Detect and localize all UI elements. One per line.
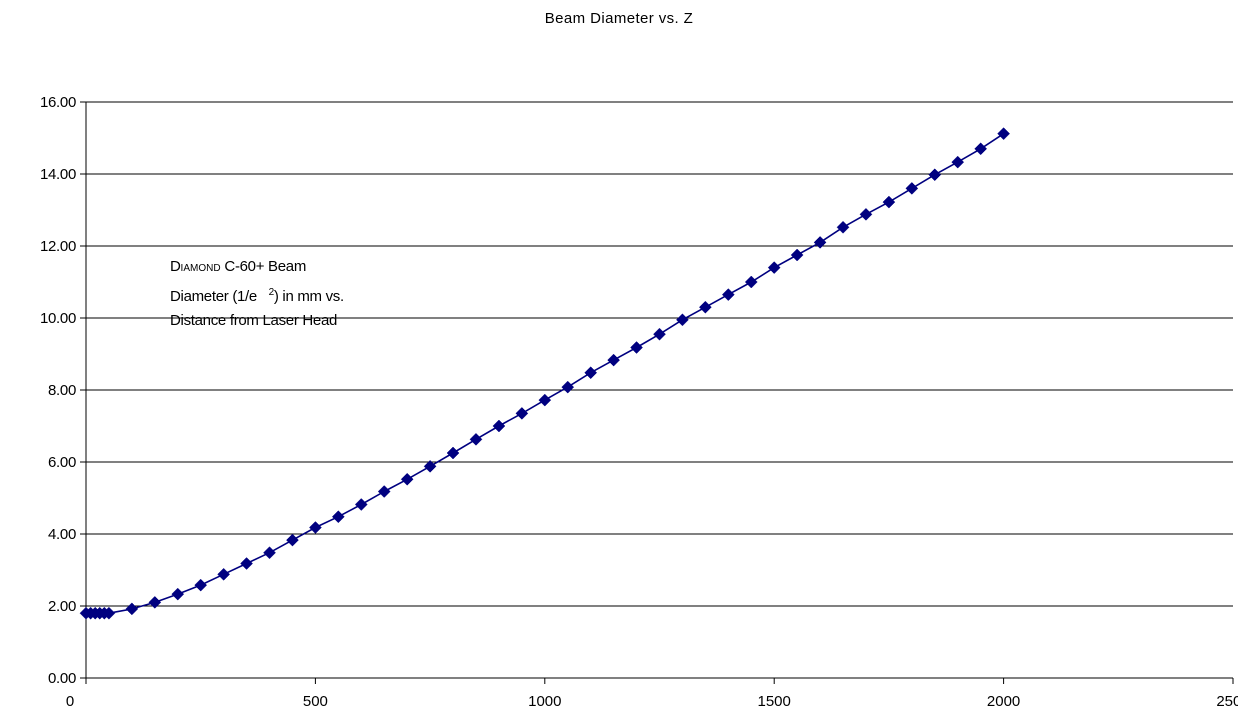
data-point-marker bbox=[423, 459, 437, 473]
y-tick-label-0: 0.00 bbox=[48, 670, 76, 687]
data-point-marker bbox=[102, 606, 116, 620]
annotation-line-2: Diameter (1/e 2) in mm vs. bbox=[170, 281, 344, 309]
data-point-marker bbox=[125, 602, 139, 616]
data-point-marker bbox=[630, 341, 643, 354]
y-tick-label-1: 2.00 bbox=[48, 598, 76, 615]
y-tick-label-8: 16.00 bbox=[40, 94, 76, 111]
data-point-marker bbox=[882, 195, 896, 209]
marker-layer bbox=[79, 127, 1010, 620]
data-point-marker bbox=[974, 142, 988, 156]
data-point-marker bbox=[767, 261, 781, 274]
data-point-marker bbox=[469, 432, 483, 446]
data-point-marker bbox=[171, 587, 185, 601]
y-tick-label-6: 12.00 bbox=[40, 238, 76, 255]
x-tick-label-2: 1000 bbox=[528, 693, 561, 710]
annotation-line-1: DIAMOND C-60+ Beam bbox=[170, 255, 344, 281]
data-point-marker bbox=[653, 327, 666, 341]
data-point-marker bbox=[377, 485, 391, 498]
y-tick-label-5: 10.00 bbox=[40, 310, 76, 327]
annotation-small-caps: IAMOND bbox=[180, 263, 221, 274]
data-point-marker bbox=[492, 419, 506, 433]
data-point-marker bbox=[721, 288, 735, 301]
data-point-marker bbox=[446, 446, 460, 460]
data-point-marker bbox=[286, 533, 299, 547]
data-point-marker bbox=[331, 510, 345, 524]
x-tick-label-1: 500 bbox=[303, 693, 328, 710]
data-point-marker bbox=[354, 498, 368, 511]
data-point-marker bbox=[928, 168, 942, 182]
chart-annotation: DIAMOND C-60+ Beam Diameter (1/e 2) in m… bbox=[170, 255, 344, 333]
line-layer bbox=[86, 133, 1005, 615]
data-point-marker bbox=[400, 472, 414, 486]
x-tick-label-5: 2500 bbox=[1216, 693, 1238, 710]
data-point-marker bbox=[813, 236, 827, 249]
series-line-0 bbox=[86, 133, 1005, 615]
data-point-marker bbox=[859, 207, 873, 221]
data-point-marker bbox=[951, 155, 965, 169]
data-point-marker bbox=[676, 313, 689, 327]
annotation-line-2-pre: Diameter (1/e bbox=[170, 288, 257, 305]
data-point-marker bbox=[148, 596, 162, 609]
chart-title: Beam Diameter vs. Z bbox=[544, 10, 694, 27]
annotation-superscript: 2 bbox=[268, 287, 275, 298]
data-point-marker bbox=[790, 248, 804, 262]
x-tick-label-4: 2000 bbox=[987, 693, 1020, 710]
y-tick-label-2: 4.00 bbox=[48, 526, 76, 543]
axis-layer: 0.00 2.00 4.00 6.00 8.00 10.00 12.00 14.00 16.00… bbox=[40, 94, 1238, 710]
data-point-marker bbox=[538, 393, 552, 407]
y-tick-label-7: 14.00 bbox=[40, 166, 76, 183]
data-point-marker bbox=[309, 521, 322, 534]
data-point-marker bbox=[561, 380, 575, 394]
data-point-marker bbox=[217, 567, 230, 581]
data-point-marker bbox=[263, 546, 276, 560]
data-point-marker bbox=[194, 578, 208, 592]
annotation-line-1-rest: C-60+ Beam bbox=[220, 258, 307, 275]
data-point-marker bbox=[905, 182, 919, 195]
y-tick-label-4: 8.00 bbox=[48, 382, 76, 399]
annotation-line-3: Distance from Laser Head bbox=[170, 312, 338, 329]
data-point-marker bbox=[607, 353, 620, 367]
grid-layer bbox=[86, 101, 1233, 607]
annotation-cap: D bbox=[170, 258, 181, 275]
data-point-marker bbox=[997, 127, 1010, 141]
y-tick-label-3: 6.00 bbox=[48, 454, 76, 471]
data-point-marker bbox=[836, 220, 850, 234]
data-point-marker bbox=[584, 366, 598, 380]
x-tick-label-3: 1500 bbox=[758, 693, 791, 710]
data-point-marker bbox=[240, 557, 253, 570]
x-tick-label-0: 0 bbox=[66, 693, 74, 710]
data-point-marker bbox=[744, 275, 758, 289]
data-point-marker bbox=[515, 407, 529, 420]
annotation-line-2-post: ) in mm vs. bbox=[273, 288, 344, 305]
data-point-marker bbox=[699, 300, 712, 314]
